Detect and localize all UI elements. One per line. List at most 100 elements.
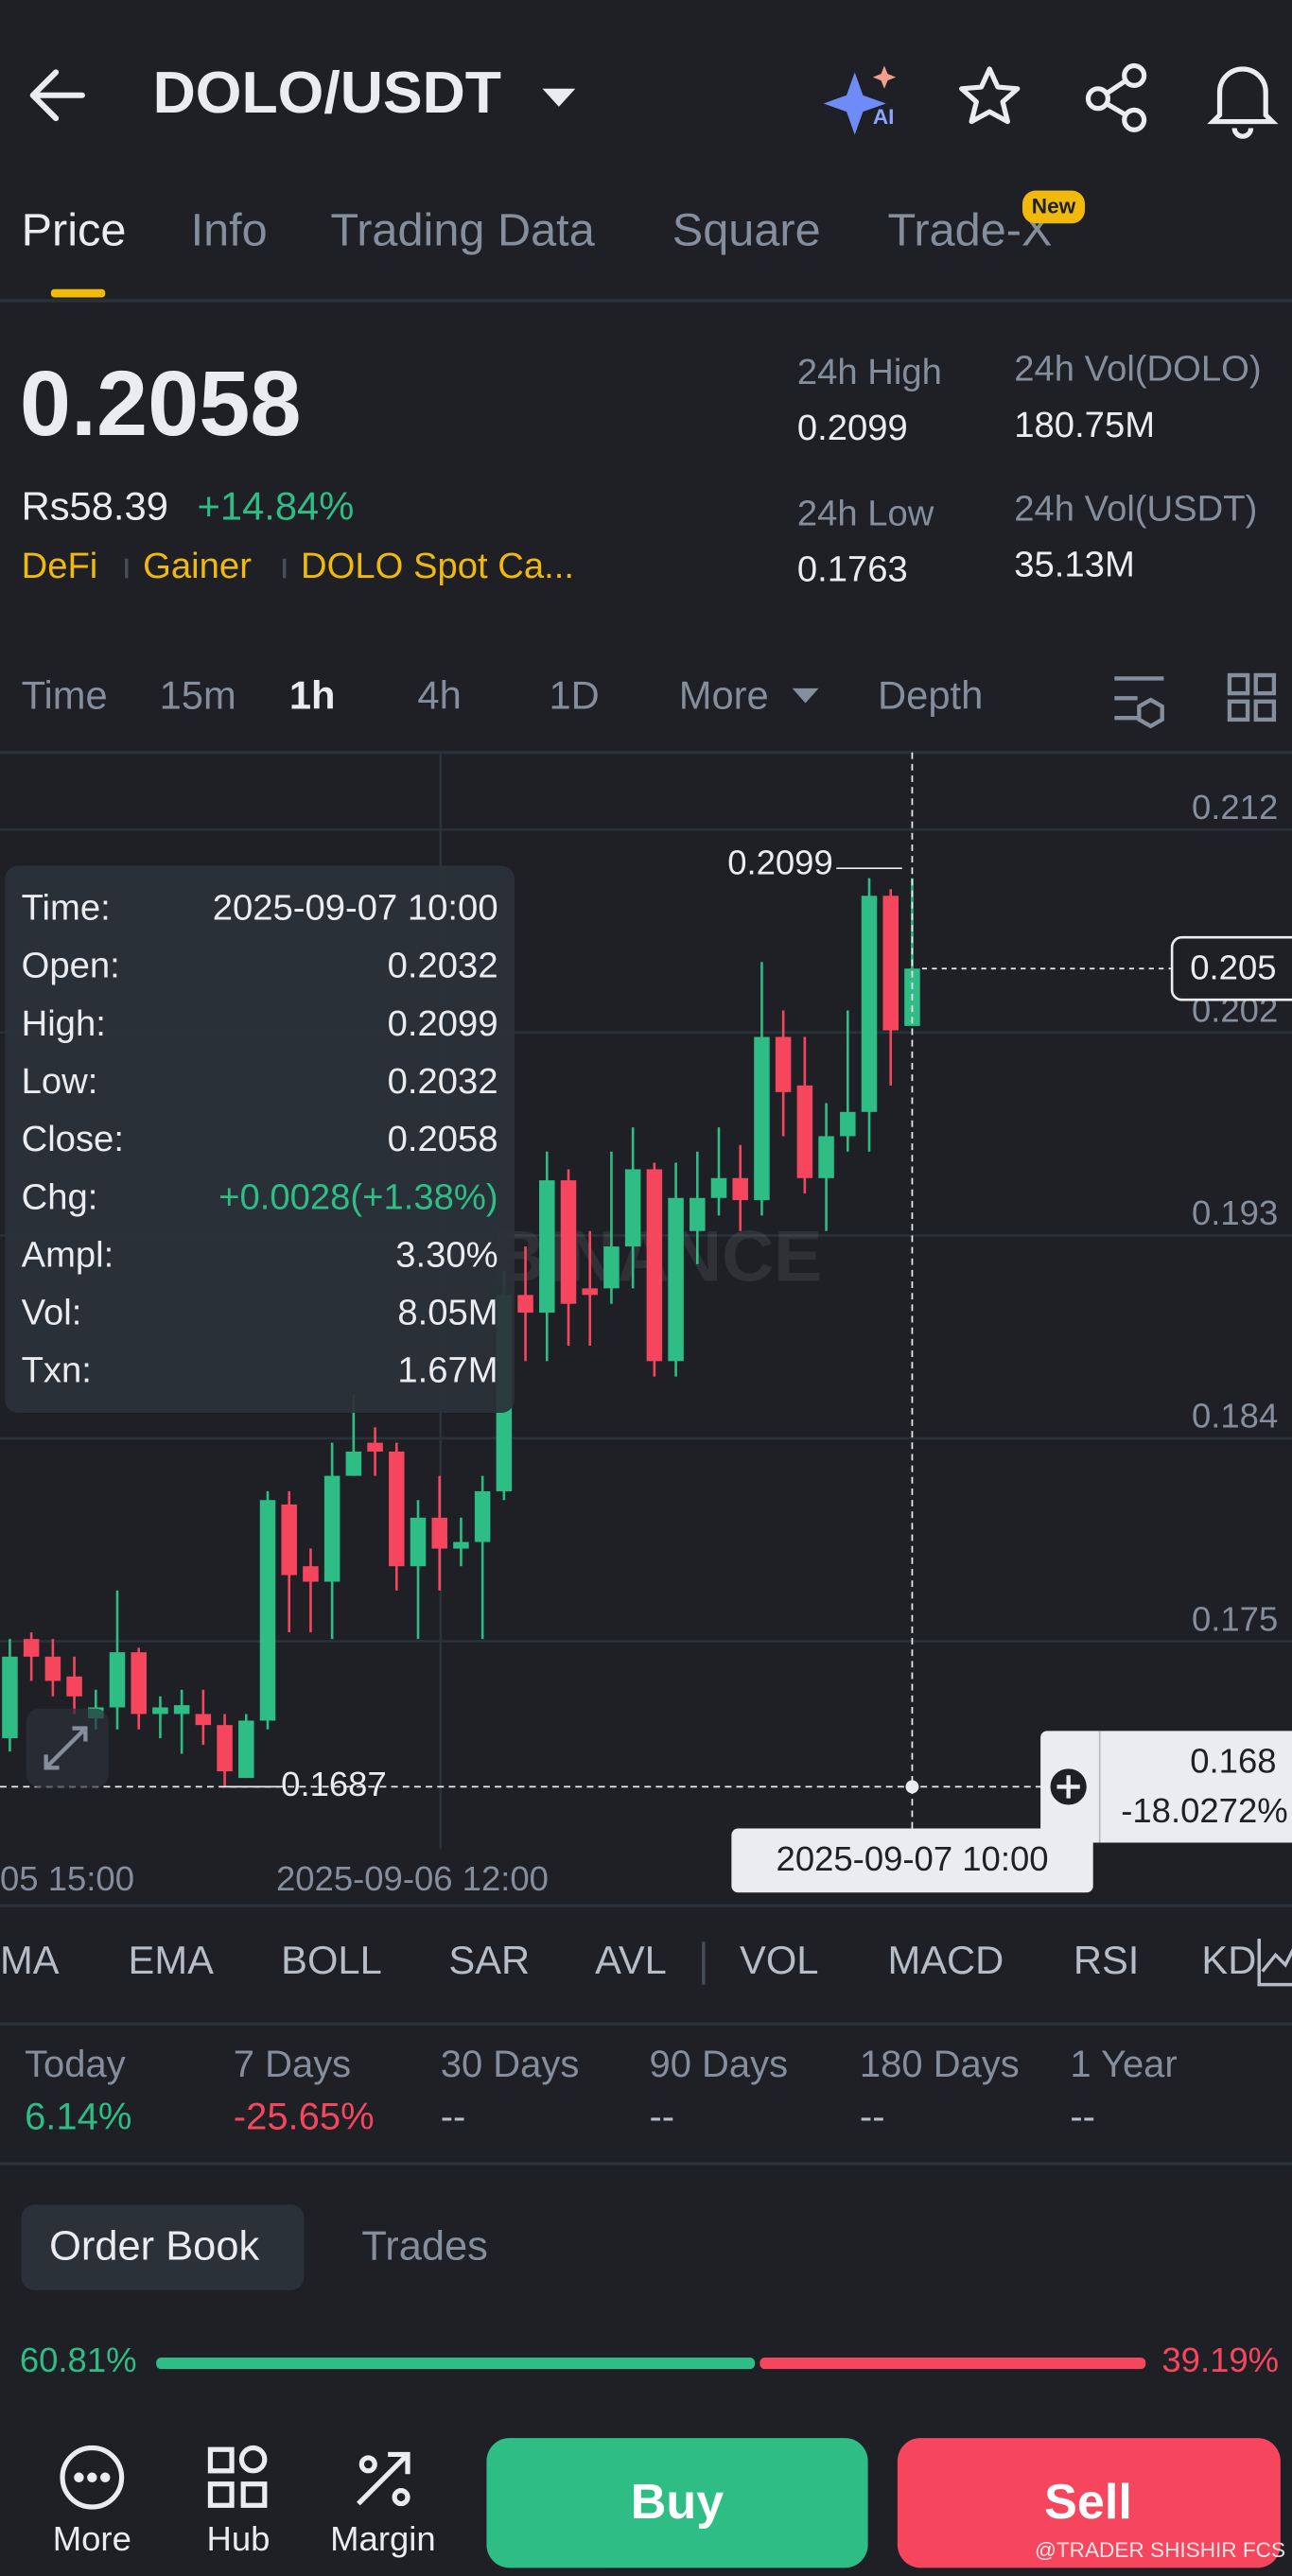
x-tick-label: 05 15:00	[0, 1859, 134, 1898]
candle-body	[131, 1652, 147, 1714]
tooltip-label: Close:	[22, 1119, 124, 1159]
trades-tab[interactable]: Trades	[361, 2224, 488, 2270]
last-price: 0.2058	[20, 352, 302, 455]
buy-label[interactable]: Buy	[631, 2475, 724, 2530]
candle-body	[668, 1197, 684, 1362]
favorite-button[interactable]	[959, 66, 1021, 125]
perf-value: -25.65%	[234, 2097, 375, 2138]
indicator-settings[interactable]	[1257, 1938, 1292, 1987]
candle-body	[2, 1656, 18, 1739]
candle-body	[389, 1451, 405, 1567]
candle-body	[238, 1720, 254, 1779]
tab[interactable]: Price	[22, 205, 127, 256]
crosshair-change: -18.0272%	[1121, 1791, 1287, 1830]
sell-label[interactable]: Sell	[1044, 2475, 1132, 2530]
crosshair-price: 0.168	[1190, 1742, 1276, 1781]
nav-label[interactable]: Margin	[330, 2519, 436, 2558]
indicator[interactable]: AVL	[595, 1938, 667, 1982]
interval[interactable]: 15m	[160, 672, 236, 717]
tag[interactable]: DeFi	[22, 546, 98, 586]
perf-label: 30 Days	[441, 2044, 580, 2085]
tab[interactable]: Square	[672, 205, 821, 256]
pair-title[interactable]: DOLO/USDT	[153, 60, 501, 126]
hub-icon[interactable]	[207, 2445, 268, 2508]
layout-button[interactable]	[1227, 672, 1277, 722]
svg-text:AI: AI	[873, 105, 895, 129]
tooltip-value: 0.2099	[388, 1003, 498, 1044]
interval[interactable]: 1h	[289, 672, 336, 717]
candle-body	[453, 1541, 469, 1549]
perf-value: --	[441, 2097, 466, 2138]
interval[interactable]: 1D	[549, 672, 599, 717]
interval[interactable]: Depth	[878, 672, 983, 717]
more-dropdown[interactable]	[792, 688, 819, 704]
candle-body	[474, 1490, 491, 1542]
new-badge-text: New	[1032, 195, 1076, 218]
sell-button[interactable]	[897, 2438, 1281, 2568]
candle-body	[818, 1136, 834, 1178]
current-price-box	[1170, 935, 1292, 1001]
candle-body	[345, 1451, 362, 1476]
indicator[interactable]: EMA	[129, 1938, 215, 1982]
interval[interactable]: 4h	[417, 672, 461, 717]
indicator[interactable]: BOLL	[281, 1938, 382, 1982]
tooltip-value: 0.2058	[388, 1119, 498, 1159]
back-button[interactable]	[29, 69, 85, 122]
ask-bar	[759, 2357, 1146, 2370]
perf-value: 6.14%	[25, 2097, 131, 2138]
tooltip-value: 0.2032	[388, 946, 498, 986]
candle-body	[646, 1169, 663, 1362]
candle-body	[603, 1246, 620, 1289]
add-order-plus[interactable]	[1056, 1775, 1080, 1799]
crosshair-dot	[905, 1780, 919, 1794]
nav-label[interactable]: Hub	[207, 2519, 271, 2558]
interval[interactable]: Time	[22, 672, 108, 717]
crosshair-time-box	[731, 1828, 1093, 1893]
perf-label: 1 Year	[1070, 2044, 1177, 2085]
candle-body	[410, 1517, 427, 1567]
indicator[interactable]: SAR	[448, 1938, 530, 1982]
candle-body	[259, 1500, 276, 1721]
nav-label[interactable]: More	[53, 2519, 131, 2558]
order-book-tab[interactable]: Order Book	[49, 2224, 259, 2270]
interval[interactable]: More	[679, 672, 769, 717]
tab[interactable]: Trading Data	[330, 205, 595, 256]
stat-label: 24h Low	[797, 494, 934, 534]
crosshair-price-box	[1040, 1731, 1292, 1843]
candle-body	[882, 896, 899, 1031]
candle-body	[560, 1180, 577, 1304]
indicator[interactable]: MACD	[887, 1938, 1004, 1982]
tooltip-value: +0.0028(+1.38%)	[218, 1176, 498, 1217]
credit: @TRADER SHISHIR FCS	[1035, 2538, 1285, 2562]
more-icon[interactable]	[60, 2445, 125, 2510]
fiat-price: Rs58.39	[22, 484, 168, 529]
tooltip-label: Time:	[22, 888, 111, 929]
buy-button[interactable]	[486, 2438, 868, 2568]
tooltip-value: 2025-09-07 10:00	[213, 888, 498, 929]
candle-body	[431, 1517, 447, 1549]
indicator[interactable]: KD	[1201, 1938, 1256, 1982]
tooltip-label: High:	[22, 1003, 106, 1044]
indicator[interactable]: RSI	[1074, 1938, 1140, 1982]
alert-button[interactable]	[1207, 66, 1279, 139]
tooltip-value: 0.2032	[388, 1061, 498, 1102]
perf-value: --	[1070, 2097, 1095, 2138]
tag[interactable]: Gainer	[143, 546, 252, 586]
tab[interactable]: Info	[191, 205, 268, 256]
pair-dropdown[interactable]	[542, 88, 576, 107]
candle-body	[217, 1725, 233, 1772]
bid-bar	[156, 2357, 756, 2370]
share-button[interactable]	[1085, 62, 1147, 132]
tab-indicator	[50, 288, 106, 298]
stat-value: 180.75M	[1014, 405, 1155, 445]
expand-icon[interactable]	[44, 1726, 88, 1770]
indicator[interactable]: VOL	[740, 1938, 818, 1982]
tooltip-label: Ampl:	[22, 1234, 114, 1275]
indicator[interactable]: MA	[0, 1938, 60, 1982]
margin-icon[interactable]	[357, 2451, 410, 2507]
chart-settings[interactable]	[1114, 676, 1164, 729]
ai-button[interactable]: AI	[823, 65, 897, 135]
bid-ratio: 60.81%	[20, 2341, 137, 2379]
tag[interactable]: DOLO Spot Ca...	[301, 546, 574, 586]
candle-body	[710, 1177, 727, 1198]
